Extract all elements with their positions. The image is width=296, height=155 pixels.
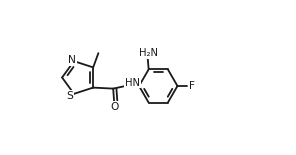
Text: S: S [66, 91, 73, 101]
Text: H₂N: H₂N [139, 48, 158, 58]
Text: HN: HN [125, 78, 140, 88]
Text: F: F [189, 81, 195, 91]
Text: N: N [68, 55, 76, 65]
Text: O: O [110, 102, 118, 112]
